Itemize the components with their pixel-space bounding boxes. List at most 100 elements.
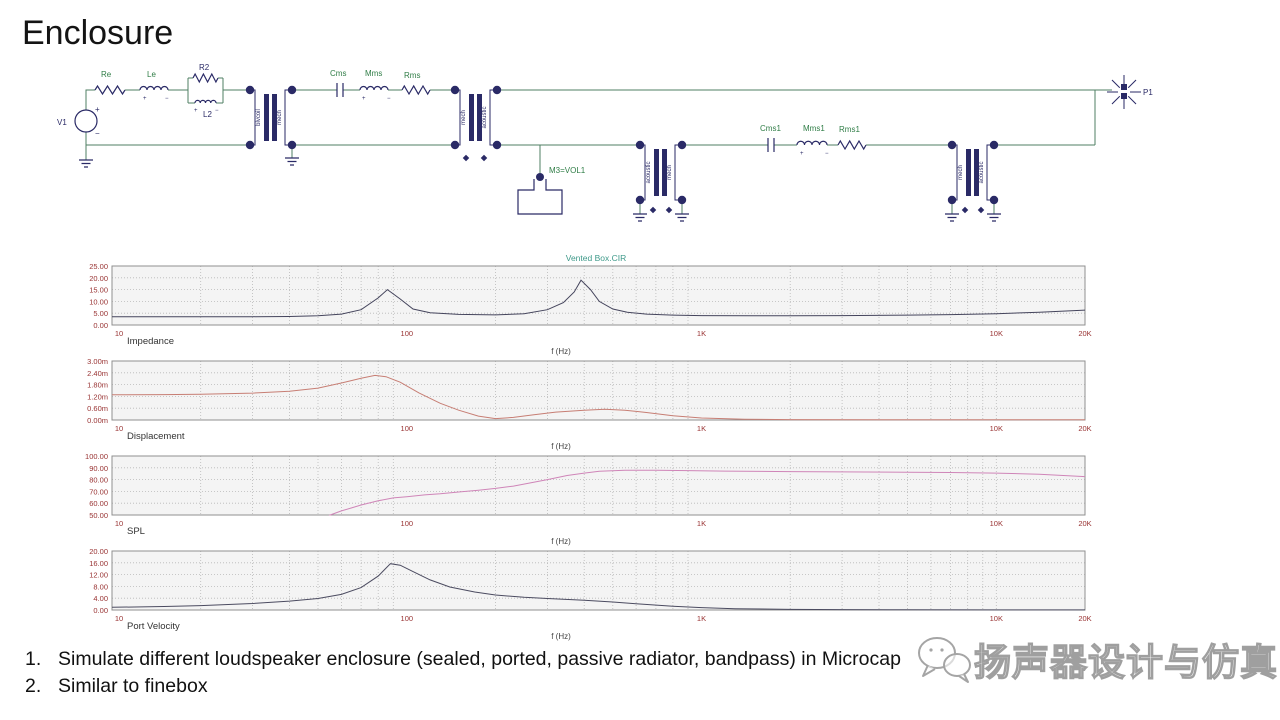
ground-icon: [675, 213, 689, 222]
transformer-2: mech acoustic: [450, 85, 502, 150]
x-tick-label: 20K: [1078, 329, 1091, 338]
polarity-marks: + + + + − − − − + −: [95, 96, 829, 157]
bullet-number: 1.: [25, 648, 42, 670]
y-tick-label: 0.00: [93, 606, 108, 615]
y-tick-label: 0.00: [93, 321, 108, 330]
component-label-r2: R2: [199, 63, 210, 72]
component-label-cms1: Cms1: [760, 124, 781, 133]
polarity-diamond: [977, 206, 985, 214]
y-tick-label: 70.00: [89, 487, 108, 496]
x-tick-label: 10: [115, 519, 123, 528]
x-tick-label: 10K: [990, 329, 1003, 338]
data-curve: [328, 469, 1085, 516]
x-axis-label: f (Hz): [551, 632, 571, 641]
y-tick-label: 1.20m: [87, 392, 108, 401]
svg-text:+: +: [362, 96, 366, 102]
y-tick-label: 2.40m: [87, 369, 108, 378]
transformer-winding-label: mech: [277, 110, 283, 125]
svg-text:−: −: [825, 151, 829, 157]
y-tick-label: 50.00: [89, 511, 108, 520]
chart-impedance: 25.00 20.00 15.00 10.00 5.00 0.00 10 100 1K 10K 20…: [89, 253, 1091, 356]
ground-icon: [633, 213, 647, 222]
x-tick-label: 10: [115, 424, 123, 433]
component-label-l2: L2: [203, 110, 212, 119]
component-label-rms: Rms: [404, 71, 420, 80]
component-label-re: Re: [101, 70, 112, 79]
x-tick-label: 1K: [697, 329, 706, 338]
y-tick-label: 80.00: [89, 476, 108, 485]
voltage-source-v1: [74, 109, 98, 133]
svg-text:−: −: [95, 129, 100, 138]
x-tick-label: 1K: [697, 424, 706, 433]
resistor-r2: [192, 72, 219, 84]
svg-text:−: −: [387, 96, 391, 102]
chart-title: Vented Box.CIR: [566, 253, 626, 263]
component-symbols: [74, 72, 1001, 222]
polarity-diamond: [961, 206, 969, 214]
component-label-mms: Mms: [365, 69, 382, 78]
x-tick-label: 10K: [990, 424, 1003, 433]
y-tick-label: 20.00: [89, 274, 108, 283]
resistor-rms: [401, 84, 431, 96]
x-tick-label: 100: [401, 614, 414, 623]
chart-name-label: Impedance: [127, 336, 174, 347]
component-label-vol: M3=VOL1: [549, 166, 586, 175]
wires: [85, 77, 1112, 214]
ground-icon: [987, 213, 1001, 222]
y-tick-label: 25.00: [89, 262, 108, 271]
inductor-le: [139, 85, 169, 91]
transformer-winding-label: mech: [958, 165, 964, 180]
transformer-3: acoustic mech: [635, 140, 687, 205]
watermark: 扬声器设计与仿真: [916, 632, 1278, 686]
transformer-winding-label: acoustic: [482, 106, 488, 128]
transformer-winding-label: mech: [667, 165, 673, 180]
y-tick-label: 60.00: [89, 499, 108, 508]
y-tick-label: 0.00m: [87, 416, 108, 425]
y-tick-label: 0.60m: [87, 404, 108, 413]
y-tick-label: 100.00: [85, 452, 108, 461]
node-dot: [536, 173, 544, 181]
enclosure-volume-symbol: [517, 179, 563, 215]
y-tick-label: 4.00: [93, 594, 108, 603]
component-label-mms1: Mms1: [803, 124, 825, 133]
y-tick-label: 10.00: [89, 297, 108, 306]
x-tick-label: 20K: [1078, 614, 1091, 623]
chart-name-label: SPL: [127, 526, 145, 537]
x-axis-label: f (Hz): [551, 347, 571, 356]
bullet-text: Similar to finebox: [58, 675, 208, 697]
x-axis-label: f (Hz): [551, 537, 571, 546]
x-tick-label: 100: [401, 519, 414, 528]
y-tick-label: 5.00: [93, 309, 108, 318]
x-axis-label: f (Hz): [551, 442, 571, 451]
chart-displacement: 3.00m 2.40m 1.80m 1.20m 0.60m 0.00m 10 100 1K 10K…: [87, 357, 1092, 451]
x-tick-label: 1K: [697, 519, 706, 528]
x-tick-label: 20K: [1078, 424, 1091, 433]
transformer-winding-label: mech: [461, 110, 467, 125]
page-title: Enclosure: [22, 14, 174, 52]
polarity-diamond: [462, 154, 470, 162]
chart-name-label: Port Velocity: [127, 621, 180, 632]
capacitor-cms: [336, 83, 344, 97]
svg-text:+: +: [143, 96, 147, 102]
x-tick-label: 20K: [1078, 519, 1091, 528]
inductor-l2: [194, 99, 217, 104]
x-tick-label: 10: [115, 329, 123, 338]
transformer-4: mech acoustic: [947, 140, 999, 205]
x-tick-label: 1K: [697, 614, 706, 623]
svg-text:−: −: [165, 96, 169, 102]
polarity-diamond: [665, 206, 673, 214]
list-item: 2. Similar to finebox: [25, 673, 1085, 700]
resistor-rms1: [837, 139, 867, 151]
data-curve: [112, 279, 1085, 318]
transformer-winding-label: acoustic: [646, 161, 652, 183]
y-tick-label: 15.00: [89, 286, 108, 295]
y-tick-label: 20.00: [89, 547, 108, 556]
bullet-text: Simulate different loudspeaker enclosure…: [58, 648, 901, 670]
transformer-winding-label: blvcoil: [256, 109, 262, 126]
y-tick-label: 16.00: [89, 559, 108, 568]
svg-text:−: −: [215, 108, 219, 114]
resistor-re: [94, 84, 126, 96]
y-tick-label: 3.00m: [87, 357, 108, 366]
chart-port-velocity: 20.00 16.00 12.00 8.00 4.00 0.00 10 100 1K 10K 20K…: [89, 547, 1091, 641]
